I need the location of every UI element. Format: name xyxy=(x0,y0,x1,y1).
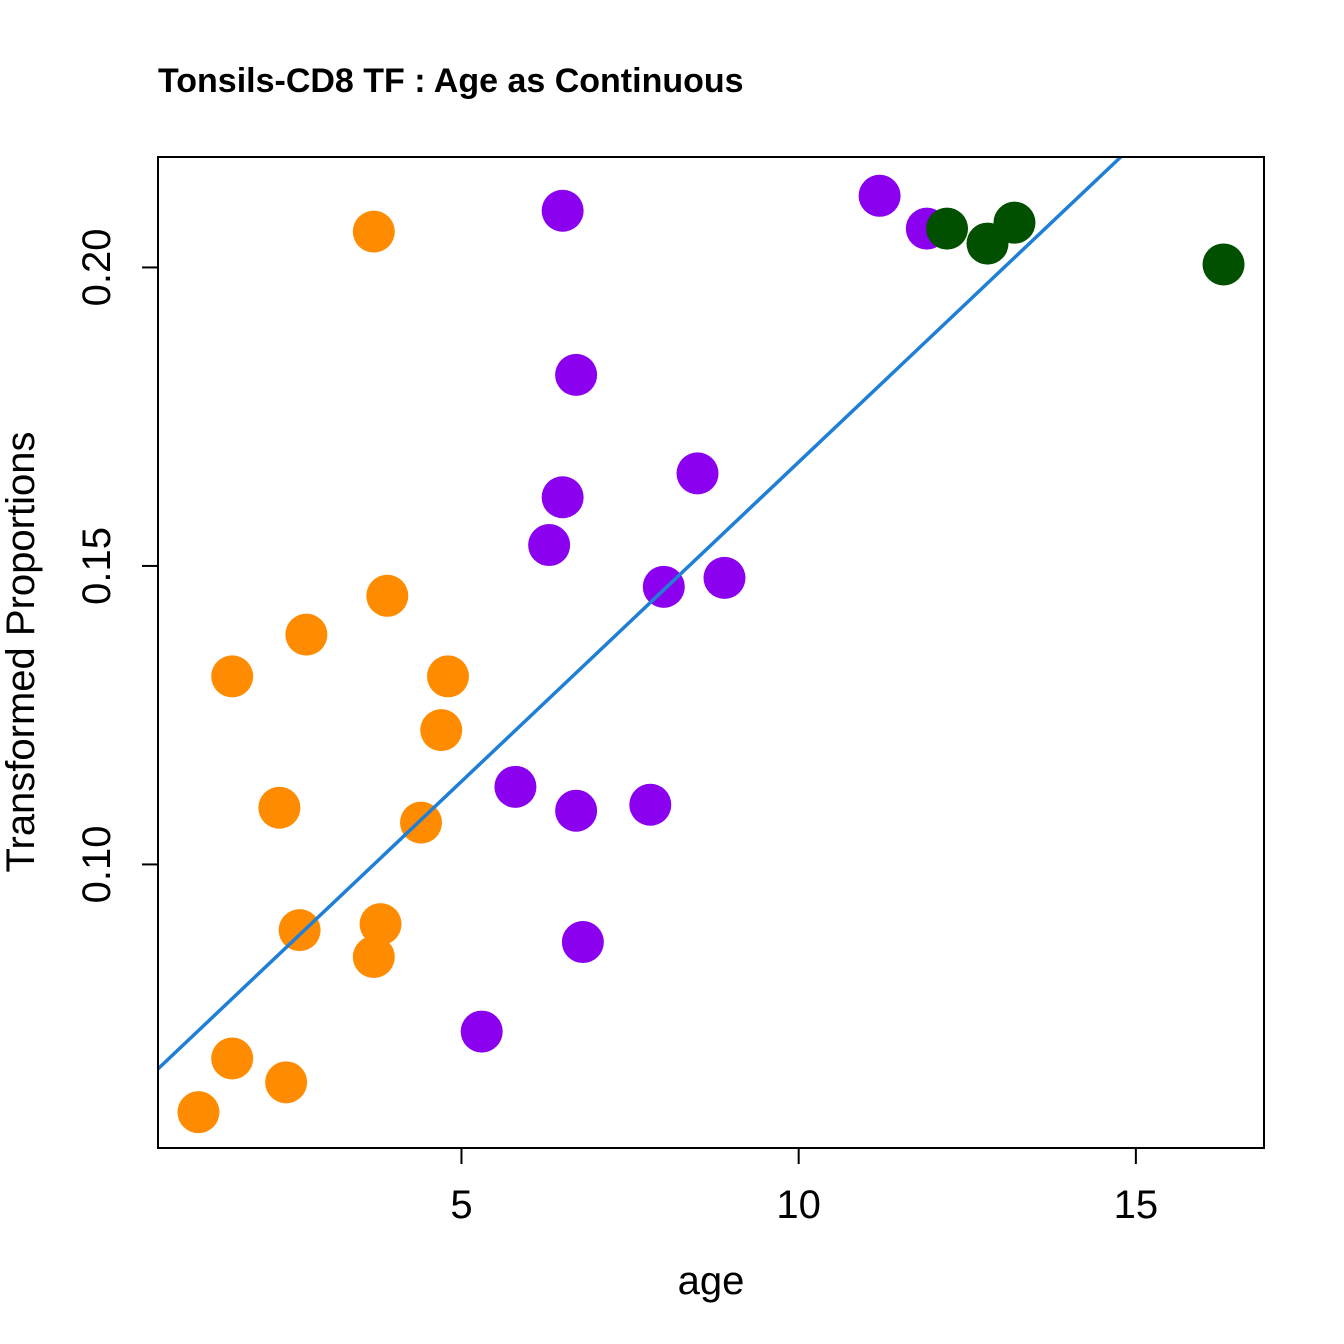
data-point-group1-5 xyxy=(359,903,402,946)
data-point-group2-6 xyxy=(703,556,746,599)
data-point-group2-9 xyxy=(676,452,719,495)
data-point-group1-7 xyxy=(258,786,301,829)
x-tick-label-1: 10 xyxy=(776,1183,821,1227)
data-point-group3-0 xyxy=(926,207,969,250)
data-point-group2-12 xyxy=(858,174,901,217)
data-point-group2-2 xyxy=(494,765,537,808)
data-points xyxy=(177,174,1245,1134)
data-point-group3-2 xyxy=(993,201,1036,244)
y-axis-label: Transformed Proportions xyxy=(0,432,43,873)
y-tick-label-1: 0.15 xyxy=(75,527,119,605)
x-tick-label-2: 15 xyxy=(1114,1183,1159,1227)
y-tick-label-2: 0.20 xyxy=(75,229,119,307)
fit-line-layer xyxy=(156,155,1122,1071)
y-axis: 0.10 0.15 0.20 xyxy=(75,229,158,904)
data-point-group1-9 xyxy=(426,655,469,698)
data-point-group1-8 xyxy=(420,709,463,752)
plot-frame xyxy=(157,156,1265,1149)
data-point-group1-0 xyxy=(177,1091,220,1134)
data-point-group1-12 xyxy=(366,574,409,617)
data-point-group1-11 xyxy=(285,613,328,656)
data-point-group2-11 xyxy=(541,189,584,232)
data-point-group2-0 xyxy=(460,1010,503,1053)
data-point-group2-1 xyxy=(561,921,604,964)
data-point-group1-1 xyxy=(211,1037,254,1080)
data-point-group1-4 xyxy=(352,935,395,978)
data-point-group2-7 xyxy=(528,524,571,567)
regression-line xyxy=(156,155,1122,1071)
data-point-group1-13 xyxy=(352,210,395,253)
x-axis: 5 10 15 xyxy=(450,1148,1158,1227)
y-tick-label-0: 0.10 xyxy=(75,826,119,904)
x-axis-label: age xyxy=(678,1259,745,1303)
x-tick-label-0: 5 xyxy=(450,1183,472,1227)
data-point-group2-8 xyxy=(541,476,584,519)
data-point-group1-2 xyxy=(265,1061,308,1104)
chart-title: Tonsils-CD8 TF : Age as Continuous xyxy=(158,62,744,100)
data-point-group2-10 xyxy=(555,353,598,396)
data-point-group2-3 xyxy=(555,789,598,832)
data-point-group1-10 xyxy=(211,655,254,698)
data-point-group1-3 xyxy=(278,909,321,952)
data-point-group2-5 xyxy=(642,565,685,608)
data-point-group2-4 xyxy=(629,783,672,826)
data-point-group3-3 xyxy=(1202,243,1245,286)
